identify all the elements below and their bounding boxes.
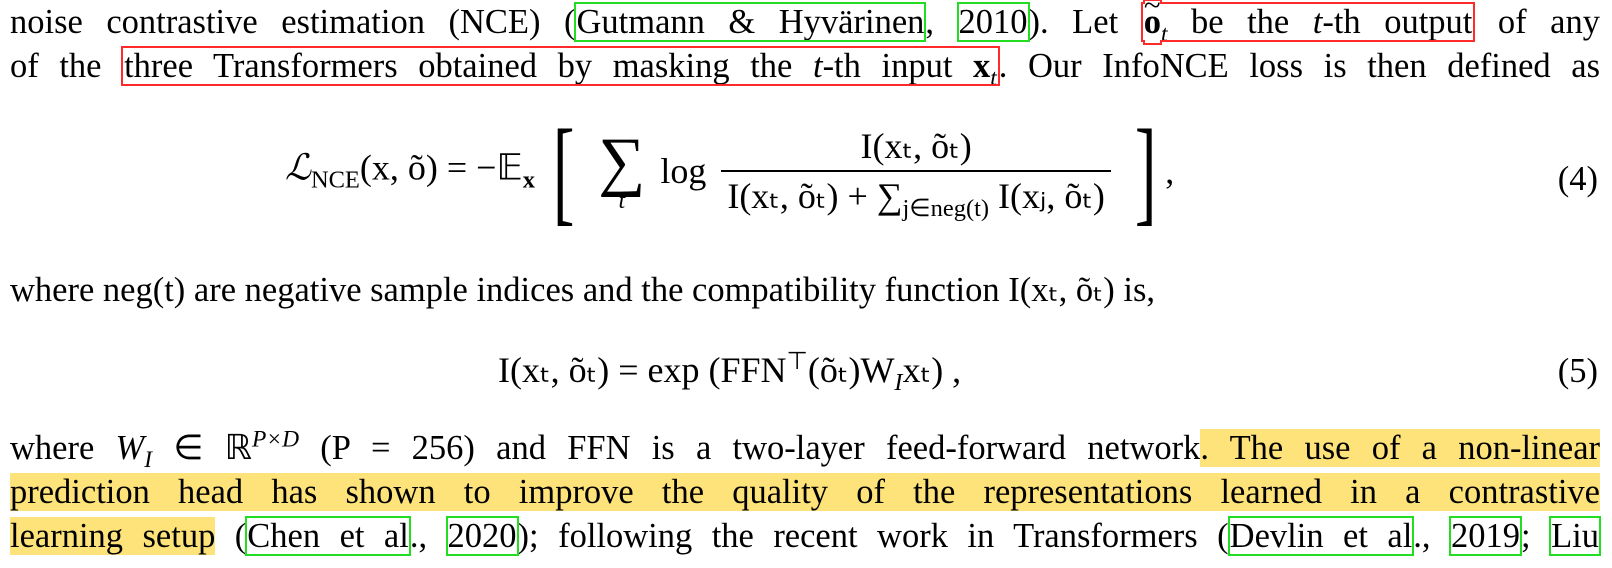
o-tilde-symbol: o (1144, 0, 1161, 44)
x-symbol: x (973, 47, 991, 85)
fraction-bar (721, 170, 1111, 172)
equation5-part2: (õₜ)W (807, 350, 895, 390)
loss-symbol: ℒ (285, 147, 311, 188)
highlighted-text: prediction head has shown to improve the… (10, 473, 1600, 511)
text-span: ); following the recent work in Transfor… (517, 517, 1229, 555)
transpose-superscript: ⊤ (786, 348, 808, 375)
equation-lhs: (x, õ) = −𝔼 (359, 147, 523, 188)
denominator-main: I(xₜ, õₜ) + ∑ (727, 176, 903, 216)
equation-5: I(xₜ, õₜ) = exp (FFN⊤(õₜ)WIxₜ) , (498, 349, 962, 395)
citation-author-liu[interactable]: Liu (1549, 516, 1601, 556)
text-span: ; (1521, 517, 1551, 555)
text-span: ). Let (1028, 3, 1142, 41)
text-span: (P = 256) and FFN is a two-layer feed-fo… (299, 429, 1201, 467)
text-span: , (925, 3, 958, 41)
nce-subscript: NCE (310, 166, 360, 194)
w-subscript: I (894, 369, 903, 397)
subscript-t: t (1160, 20, 1168, 47)
text-span: -th output (1322, 3, 1473, 41)
denominator-tail: I(xⱼ, õₜ) (989, 176, 1105, 216)
w-symbol: W (115, 429, 145, 467)
text-line-4: where WI ∈ ℝP×D (P = 256) and FFN is a t… (10, 426, 1601, 473)
text-span: where (10, 429, 116, 467)
expectation-subscript: x (522, 166, 535, 194)
w-subscript: I (144, 446, 153, 473)
dimension-superscript: P×D (251, 426, 300, 453)
left-bracket: [ (552, 105, 575, 236)
text-span: -th input (822, 47, 973, 85)
denominator-subscript: j∈neg(t) (902, 195, 990, 223)
equation-comma: , (1165, 151, 1175, 191)
annotation-box-transformers: three Transformers obtained by masking t… (121, 46, 1000, 90)
citation-author-devlin[interactable]: Devlin et al (1227, 516, 1415, 556)
text-span: be the (1167, 3, 1313, 41)
text-span: . Our InfoNCE loss is then defined as (998, 47, 1600, 85)
citation-year-2019[interactable]: 2019 (1449, 516, 1523, 556)
denominator: I(xₜ, õₜ) + ∑j∈neg(t) I(xⱼ, õₜ) (721, 176, 1111, 221)
subscript-t: t (990, 64, 997, 91)
equation-number-5: (5) (1557, 352, 1598, 390)
annotation-box-output: ot be the t-th output (1140, 0, 1476, 46)
citation-author-chen[interactable]: Chen et al (245, 516, 411, 556)
text-span: of the (10, 47, 123, 85)
text-span: ., (409, 517, 447, 555)
citation-year-2020[interactable]: 2020 (445, 516, 519, 556)
text-line-1: noise contrastive estimation (NCE) (Gutm… (10, 0, 1600, 46)
text-span: ., (1413, 517, 1451, 555)
sum-index: t (618, 188, 626, 214)
text-line-2: of the three Transformers obtained by ma… (10, 44, 1600, 90)
text-span: ( (215, 517, 247, 555)
text-line-6: learning setup (Chen et al., 2020); foll… (10, 514, 1601, 558)
text-span: noise contrastive estimation (NCE) ( (10, 3, 576, 41)
text-span: of any (1474, 3, 1600, 41)
text-span: three Transformers obtained by masking t… (124, 47, 813, 85)
numerator: I(xₜ, õₜ) (860, 126, 972, 166)
text-span: ∈ ℝ (152, 429, 252, 467)
equation-number-4: (4) (1557, 160, 1598, 198)
italic-t: t (812, 47, 823, 85)
equation5-part3: xₜ) , (902, 350, 962, 390)
sum-operator: ∑ t (598, 125, 646, 214)
log-operator: log (660, 151, 707, 191)
citation-year-2010[interactable]: 2010 (956, 2, 1030, 42)
fraction: I(xₜ, õₜ) I(xₜ, õₜ) + ∑j∈neg(t) I(xⱼ, õₜ… (721, 126, 1111, 221)
text-line-5: prediction head has shown to improve the… (10, 470, 1600, 514)
right-bracket: ] (1134, 105, 1157, 236)
highlighted-text: . The use of a non-linear (1200, 429, 1601, 467)
text-line-3: where neg(t) are negative sample indices… (10, 271, 1156, 309)
citation-author-gutmann[interactable]: Gutmann & Hyvärinen (574, 2, 927, 42)
italic-t: t (1312, 3, 1323, 41)
highlighted-text: learning setup (10, 517, 216, 555)
equation-4: ℒNCE(x, õ) = −𝔼x [ ∑ t log I(xₜ, õₜ) I(xₜ… (285, 112, 1174, 230)
equation5-part1: I(xₜ, õₜ) = exp (FFN (498, 350, 787, 390)
